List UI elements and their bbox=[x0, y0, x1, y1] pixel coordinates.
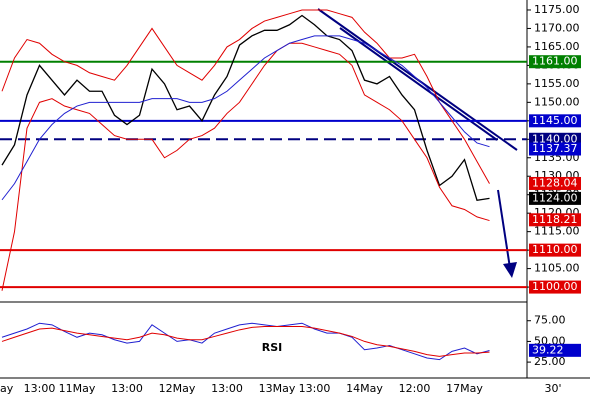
level-label: 1100.00 bbox=[532, 280, 578, 293]
arrow-head bbox=[503, 262, 517, 278]
x-tick-label: 13:00 bbox=[211, 382, 243, 395]
price-tag-label: 39.22 bbox=[532, 343, 564, 356]
x-tick-label: 12:00 bbox=[399, 382, 431, 395]
series-line bbox=[1, 326, 490, 357]
x-tick-label: 12May bbox=[159, 382, 196, 395]
x-tick-label: 13:00 bbox=[299, 382, 331, 395]
series-line bbox=[1, 42, 490, 291]
level-label: 1145.00 bbox=[532, 114, 578, 127]
series-line bbox=[1, 14, 490, 201]
x-tick-label: 11May bbox=[59, 382, 96, 395]
level-tag bbox=[529, 55, 581, 69]
price-tag-label: 1137.37 bbox=[532, 142, 578, 155]
y-tick-label: 1105.00 bbox=[534, 262, 580, 275]
price-tag bbox=[529, 213, 581, 227]
forecast-arrow bbox=[497, 189, 511, 269]
x-tick-label: 13May bbox=[259, 382, 296, 395]
price-tag bbox=[529, 142, 581, 156]
price-tag bbox=[529, 191, 581, 205]
price-tag-label: 1128.04 bbox=[532, 176, 578, 189]
panel-title: RSI bbox=[262, 341, 283, 354]
level-tag bbox=[529, 280, 581, 294]
price-tag bbox=[529, 176, 581, 190]
level-label: 1161.00 bbox=[532, 55, 578, 68]
x-tick-label: 13:00 bbox=[24, 382, 56, 395]
y-tick-label: 1115.00 bbox=[534, 225, 580, 238]
x-tick-label: ay bbox=[0, 382, 14, 395]
level-tag bbox=[529, 114, 581, 128]
x-tick-label: 17May bbox=[446, 382, 483, 395]
y-tick-label: 1170.00 bbox=[534, 21, 580, 34]
x-tick-label: 14May bbox=[346, 382, 383, 395]
period-label: 30' bbox=[544, 382, 561, 395]
price-tag-label: 1118.21 bbox=[532, 213, 578, 226]
y-tick-label: 1165.00 bbox=[534, 40, 580, 53]
price-tag-label: 1124.00 bbox=[532, 191, 578, 204]
level-tag bbox=[529, 243, 581, 257]
y-tick-label: 75.00 bbox=[534, 314, 566, 327]
level-label: 1140.00 bbox=[532, 132, 578, 145]
series-line bbox=[1, 35, 490, 201]
series-line bbox=[1, 322, 490, 361]
level-label: 1110.00 bbox=[532, 243, 578, 256]
y-tick-label: 1150.00 bbox=[534, 95, 580, 108]
x-tick-label: 13:00 bbox=[111, 382, 143, 395]
y-tick-label: 25.00 bbox=[534, 355, 566, 368]
price-tag bbox=[529, 343, 581, 357]
y-tick-label: 1155.00 bbox=[534, 77, 580, 90]
y-tick-label: 1175.00 bbox=[534, 3, 580, 16]
series-line bbox=[1, 9, 490, 184]
